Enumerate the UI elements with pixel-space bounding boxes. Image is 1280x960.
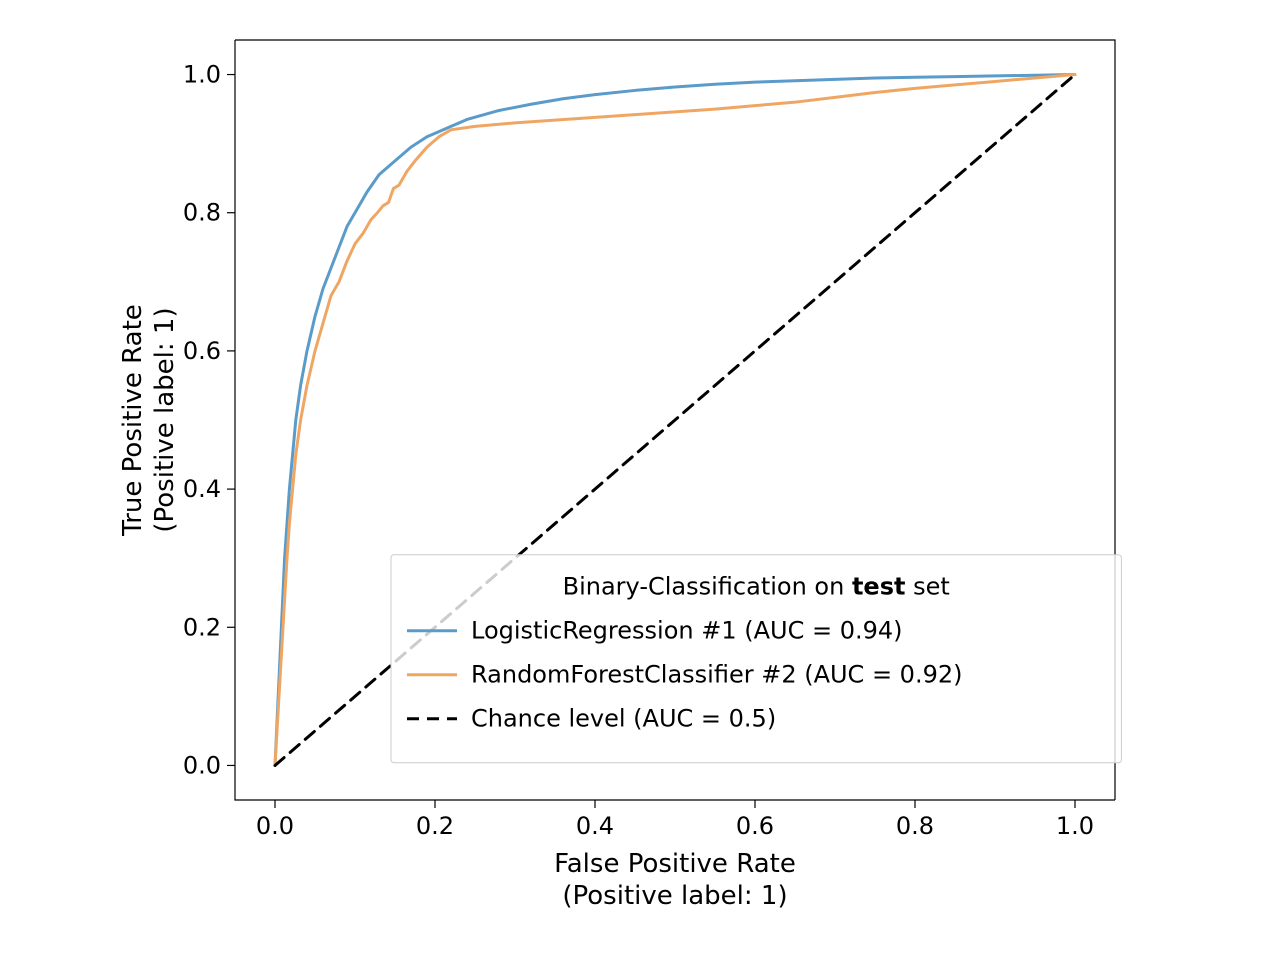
chart-svg: 0.0 0.2 0.4 0.6 0.8 1.0 0.0 0.2 0.4 0.6 0.8 1.0 Fals… <box>0 0 1280 960</box>
y-tick-label: 0.2 <box>183 613 221 641</box>
x-axis-label-1: False Positive Rate <box>554 849 796 879</box>
x-tick-label: 0.0 <box>256 812 294 840</box>
y-axis-label-1: True Positive Rate <box>118 304 148 537</box>
y-tick-label: 1.0 <box>183 61 221 89</box>
legend-label-chance: Chance level (AUC = 0.5) <box>471 705 776 733</box>
roc-chart: 0.0 0.2 0.4 0.6 0.8 1.0 0.0 0.2 0.4 0.6 0.8 1.0 Fals… <box>0 0 1280 960</box>
y-tick-label: 0.0 <box>183 751 221 779</box>
y-tick-label: 0.6 <box>183 337 221 365</box>
legend-title: Binary-Classification on test set <box>563 573 950 601</box>
x-tick-label: 0.8 <box>896 812 934 840</box>
legend-label-rf: RandomForestClassifier #2 (AUC = 0.92) <box>471 661 962 689</box>
x-tick-label: 0.4 <box>576 812 614 840</box>
x-tick-label: 0.2 <box>416 812 454 840</box>
y-tick-label: 0.8 <box>183 199 221 227</box>
x-axis-label-2: (Positive label: 1) <box>562 881 787 911</box>
x-tick-label: 0.6 <box>736 812 774 840</box>
y-tick-label: 0.4 <box>183 475 221 503</box>
y-axis-label-2: (Positive label: 1) <box>150 307 180 532</box>
legend-label-logreg: LogisticRegression #1 (AUC = 0.94) <box>471 617 903 645</box>
x-tick-label: 1.0 <box>1056 812 1094 840</box>
